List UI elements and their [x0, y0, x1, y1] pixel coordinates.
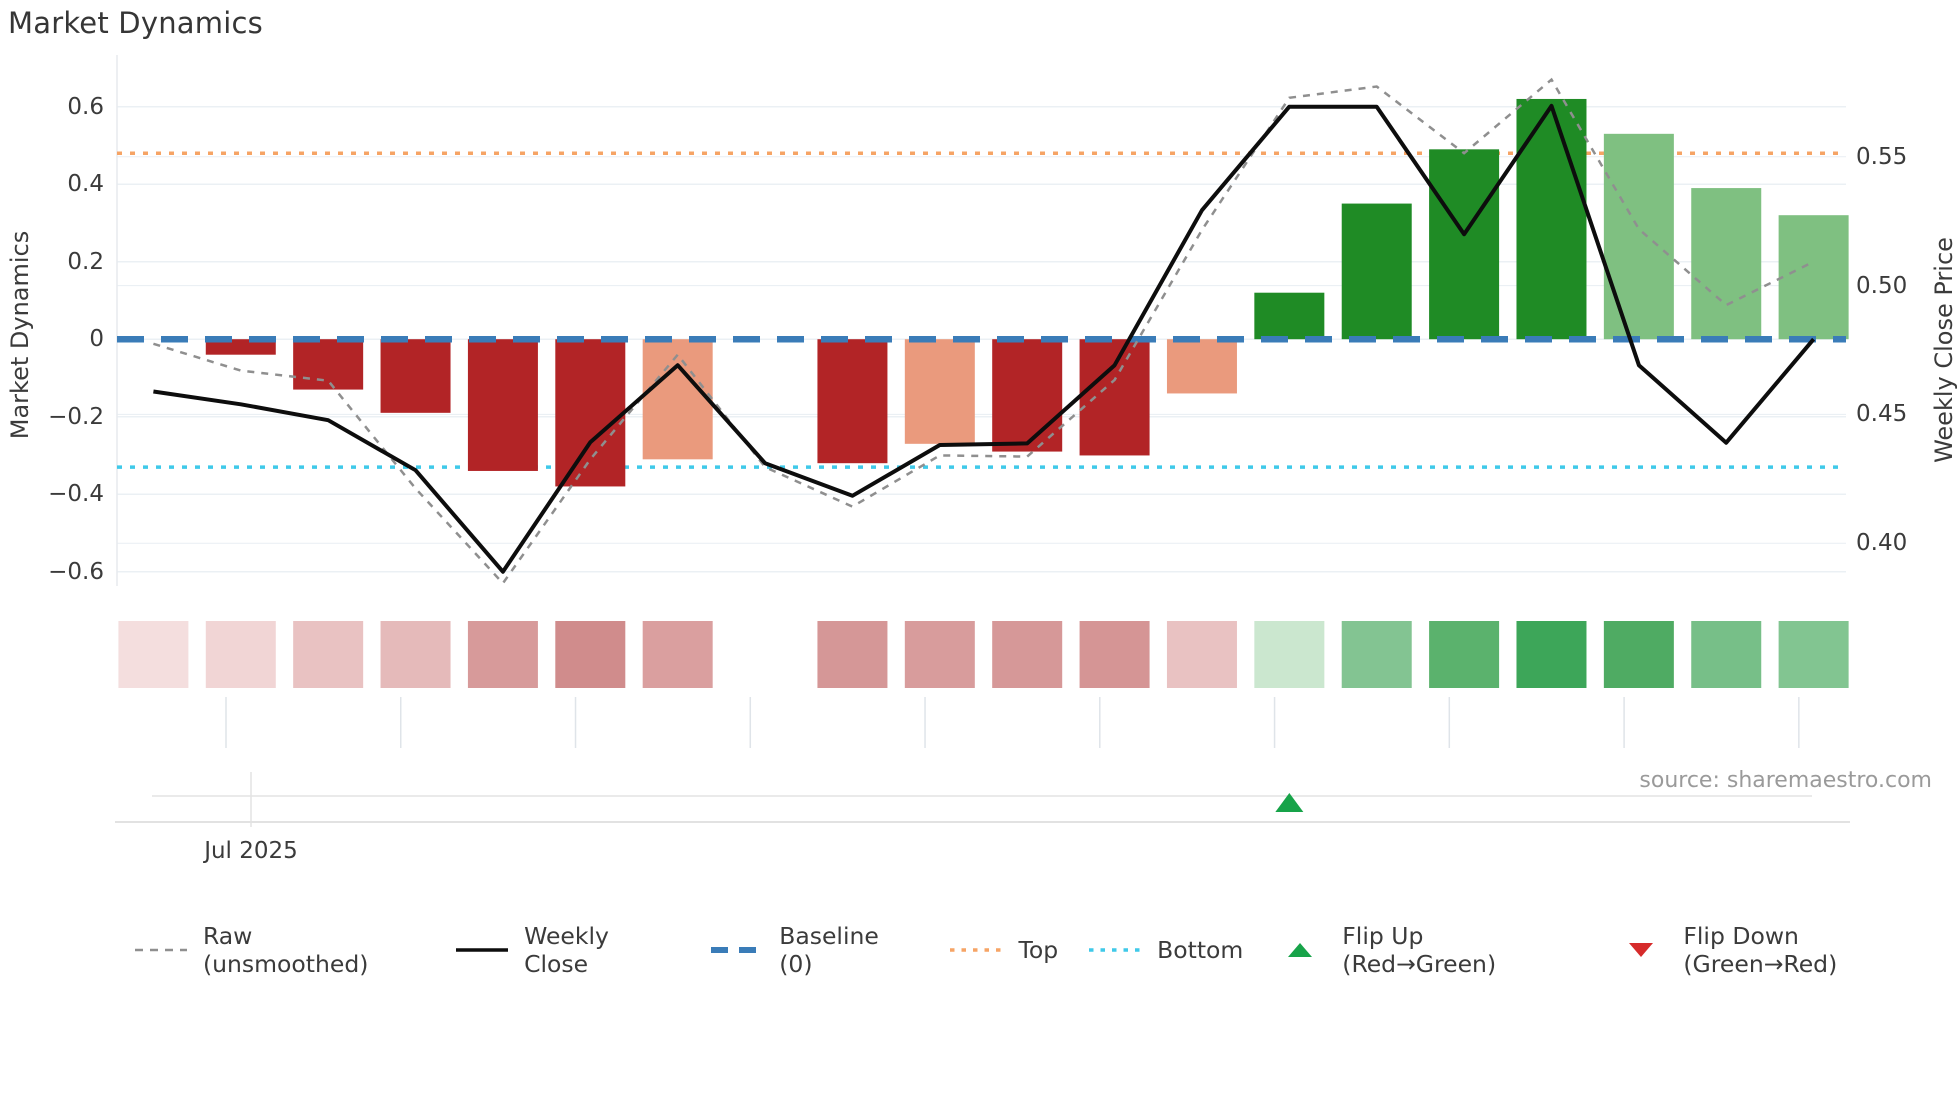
solid-line-swatch-icon: [456, 948, 509, 952]
legend-item-flip-up-red-green[interactable]: Flip Up (Red→Green): [1272, 922, 1584, 978]
legend-item-bottom[interactable]: Bottom: [1087, 936, 1243, 964]
dashed-line-swatch-icon: [135, 948, 187, 952]
left-axis-tick: 0.4: [67, 171, 104, 198]
weekly-dynamics-bar[interactable]: [904, 339, 975, 444]
heatmap-cell[interactable]: [380, 621, 451, 688]
legend-item-label: Flip Down (Green→Red): [1683, 922, 1838, 978]
weekly-dynamics-bar[interactable]: [1603, 133, 1674, 340]
heatmap-cell[interactable]: [467, 621, 538, 688]
flip-up-triangle-icon: [1288, 943, 1313, 957]
legend-item-raw-unsmoothed[interactable]: Raw (unsmoothed): [133, 922, 425, 978]
weekly-dynamics-bar[interactable]: [1778, 215, 1849, 340]
left-axis-tick: −0.6: [48, 558, 104, 585]
right-axis-tick: 0.45: [1856, 401, 1908, 428]
legend-item-top[interactable]: Top: [948, 936, 1058, 964]
heatmap-cell[interactable]: [1254, 621, 1325, 688]
weekly-dynamics-bar[interactable]: [205, 339, 276, 355]
weekly-dynamics-bar[interactable]: [1254, 292, 1325, 340]
dotted-line-swatch-icon: [950, 948, 1003, 952]
raw-unsmoothed-line[interactable]: [153, 77, 1815, 586]
heatmap-cell[interactable]: [1079, 621, 1150, 688]
weekly-dynamics-bar[interactable]: [1341, 203, 1412, 340]
right-axis-tick: 0.55: [1856, 143, 1908, 170]
weekly-dynamics-bar[interactable]: [1079, 339, 1150, 456]
left-axis-tick: 0: [89, 326, 104, 353]
right-axis-tick: 0.40: [1856, 530, 1908, 557]
weekly-dynamics-bar[interactable]: [380, 339, 451, 413]
weekly-dynamics-bar[interactable]: [1691, 188, 1762, 340]
heatmap-cell[interactable]: [1341, 621, 1412, 688]
weekly-dynamics-bar[interactable]: [1429, 149, 1500, 340]
weekly-dynamics-bar[interactable]: [992, 339, 1063, 452]
legend-item-label: Raw (unsmoothed): [202, 922, 369, 978]
left-axis-title: Market Dynamics: [6, 230, 34, 440]
heatmap-cell[interactable]: [1516, 621, 1587, 688]
left-axis-tick: −0.2: [48, 403, 104, 430]
flip-down-triangle-icon: [1629, 943, 1654, 957]
legend-item-label: Top: [1018, 936, 1059, 964]
weekly-dynamics-bar[interactable]: [1516, 98, 1587, 340]
heatmap-cell[interactable]: [118, 621, 189, 688]
weekly-dynamics-bar[interactable]: [817, 339, 888, 464]
right-axis-title: Weekly Close Price: [1930, 237, 1958, 463]
heatmap-cell[interactable]: [817, 621, 888, 688]
heatmap-cell[interactable]: [1691, 621, 1762, 688]
legend-item-flip-down-green-red[interactable]: Flip Down (Green→Red): [1613, 922, 1960, 978]
weekly-dynamics-bar[interactable]: [293, 339, 364, 390]
left-axis-tick: −0.4: [48, 481, 104, 508]
heatmap-cell[interactable]: [205, 621, 276, 688]
legend-item-label: Flip Up (Red→Green): [1342, 922, 1497, 978]
legend: Raw (unsmoothed) Weekly Close Baseline (0)…: [133, 922, 1960, 978]
heatmap-cell[interactable]: [1166, 621, 1237, 688]
heatmap-cell[interactable]: [992, 621, 1063, 688]
left-axis-tick: 0.6: [67, 93, 104, 120]
x-axis-label: Jul 2025: [204, 838, 298, 864]
weekly-dynamics-bar[interactable]: [467, 339, 538, 471]
source-note: source: sharemaestro.com: [1639, 768, 1932, 793]
page-title: Market Dynamics: [8, 6, 263, 40]
weekly-dynamics-bar[interactable]: [642, 339, 713, 460]
legend-item-label: Weekly Close: [524, 922, 609, 978]
legend-item-weekly-close[interactable]: Weekly Close: [454, 922, 680, 978]
dotted-line-swatch-icon: [1089, 948, 1142, 952]
legend-item-label: Baseline (0): [779, 922, 879, 978]
weekly-dynamics-bar[interactable]: [1166, 339, 1237, 394]
left-axis-tick: 0.2: [67, 248, 104, 275]
long-dash-line-swatch-icon: [711, 947, 764, 953]
heatmap-cell[interactable]: [555, 621, 626, 688]
right-axis-tick: 0.50: [1856, 272, 1908, 299]
heatmap-cell[interactable]: [293, 621, 364, 688]
legend-item-label: Bottom: [1157, 936, 1244, 964]
weekly-dynamics-bar[interactable]: [555, 339, 626, 487]
heatmap-cell[interactable]: [904, 621, 975, 688]
legend-item-baseline-0[interactable]: Baseline (0): [709, 922, 919, 978]
heatmap-cell[interactable]: [1603, 621, 1674, 688]
heatmap-cell[interactable]: [1429, 621, 1500, 688]
heatmap-cell[interactable]: [1778, 621, 1849, 688]
flip-up-marker-icon[interactable]: [1275, 793, 1304, 812]
heatmap-cell[interactable]: [642, 621, 713, 688]
weekly-close-line[interactable]: [153, 103, 1816, 574]
